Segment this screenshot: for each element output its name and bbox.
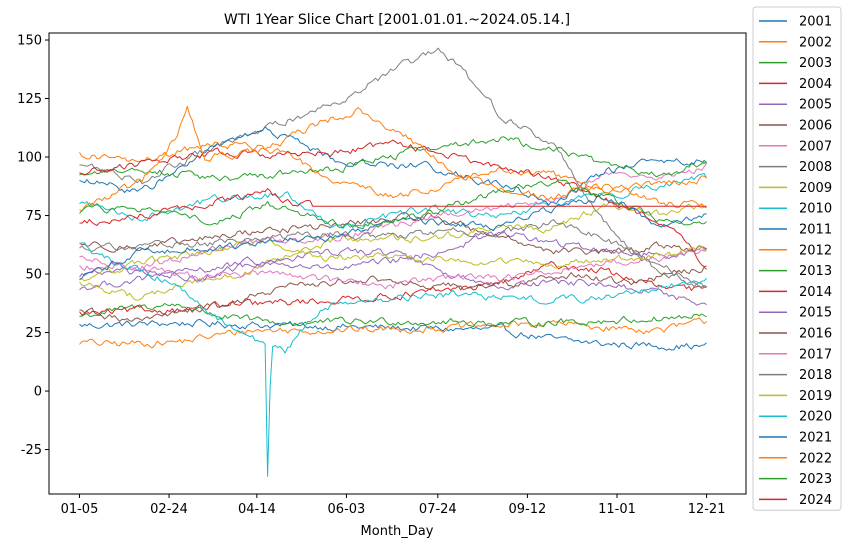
x-tick-label: 04-14 xyxy=(238,502,276,517)
legend-label: 2009 xyxy=(799,181,832,196)
legend-label: 2005 xyxy=(799,98,832,113)
legend-label: 2012 xyxy=(799,243,832,258)
series-line-2023 xyxy=(79,179,707,230)
legend-label: 2023 xyxy=(799,472,832,487)
series-line-2016 xyxy=(79,266,707,322)
legend-label: 2006 xyxy=(799,119,832,134)
legend-label: 2018 xyxy=(799,368,832,383)
y-tick-label: 0 xyxy=(34,385,42,400)
series-line-2012 xyxy=(79,141,707,199)
series-line-2001 xyxy=(79,318,707,351)
legend-label: 2014 xyxy=(799,285,832,300)
legend-label: 2016 xyxy=(799,327,832,342)
series-line-2020 xyxy=(79,242,707,477)
plot-frame xyxy=(48,32,747,495)
legend-label: 2001 xyxy=(799,15,832,30)
legend-label: 2007 xyxy=(799,139,832,154)
legend-label: 2017 xyxy=(799,347,832,362)
series-line-2017 xyxy=(79,248,707,290)
x-tick-label: 02-24 xyxy=(150,502,188,517)
y-tick-label: 125 xyxy=(17,92,42,107)
legend-label: 2013 xyxy=(799,264,832,279)
legend-label: 2015 xyxy=(799,306,832,321)
legend-label: 2019 xyxy=(799,389,832,404)
series-line-2021 xyxy=(79,194,707,281)
y-tick-label: 150 xyxy=(17,34,42,49)
x-tick-label: 12-21 xyxy=(688,502,726,517)
x-tick-label: 11-01 xyxy=(598,502,636,517)
series-line-2002 xyxy=(79,317,707,349)
legend: 2001 2002 2003 2004 2005 2006 2007 2008 2009 2010… xyxy=(752,6,842,511)
series-line-2006 xyxy=(79,212,707,255)
series-line-2019 xyxy=(79,239,707,282)
series-line-2024 xyxy=(79,188,707,226)
legend-label: 2002 xyxy=(799,35,832,50)
legend-label: 2022 xyxy=(799,451,832,466)
plot-area xyxy=(79,47,708,477)
y-tick-label: -25 xyxy=(21,443,42,458)
y-axis: -25 0 25 50 75 100 125 150 xyxy=(17,34,49,458)
x-tick-label: 06-03 xyxy=(328,502,366,517)
chart-title: WTI 1Year Slice Chart [2001.01.01.~2024.… xyxy=(224,12,570,28)
legend-label: 2020 xyxy=(799,410,832,425)
y-tick-label: 75 xyxy=(25,209,42,224)
legend-label: 2008 xyxy=(799,160,832,175)
series-line-2003 xyxy=(79,303,707,329)
series-line-2011 xyxy=(79,126,707,206)
legend-label: 2011 xyxy=(799,223,832,238)
series-line-2010 xyxy=(79,173,708,229)
series-line-2015 xyxy=(79,247,707,306)
legend-label: 2010 xyxy=(799,202,832,217)
series-line-2007 xyxy=(79,163,708,273)
series-line-2018 xyxy=(79,219,707,288)
x-axis: 01-05 02-24 04-14 06-03 07-24 09-12 11-01 12-21 xyxy=(61,494,726,517)
y-tick-label: 50 xyxy=(25,268,42,283)
series-line-2008 xyxy=(79,47,707,289)
x-tick-label: 01-05 xyxy=(61,502,99,517)
x-axis-label: Month_Day xyxy=(361,524,434,539)
legend-label: 2021 xyxy=(799,431,832,446)
x-tick-label: 07-24 xyxy=(419,502,457,517)
y-tick-label: 25 xyxy=(25,326,42,341)
x-tick-label: 09-12 xyxy=(509,502,547,517)
legend-label: 2024 xyxy=(799,493,832,508)
series-line-2013 xyxy=(79,136,707,182)
y-tick-label: 100 xyxy=(17,151,42,166)
legend-label: 2004 xyxy=(799,77,832,92)
legend-box xyxy=(752,6,842,511)
series-line-2022 xyxy=(79,105,707,212)
legend-label: 2003 xyxy=(799,56,832,71)
